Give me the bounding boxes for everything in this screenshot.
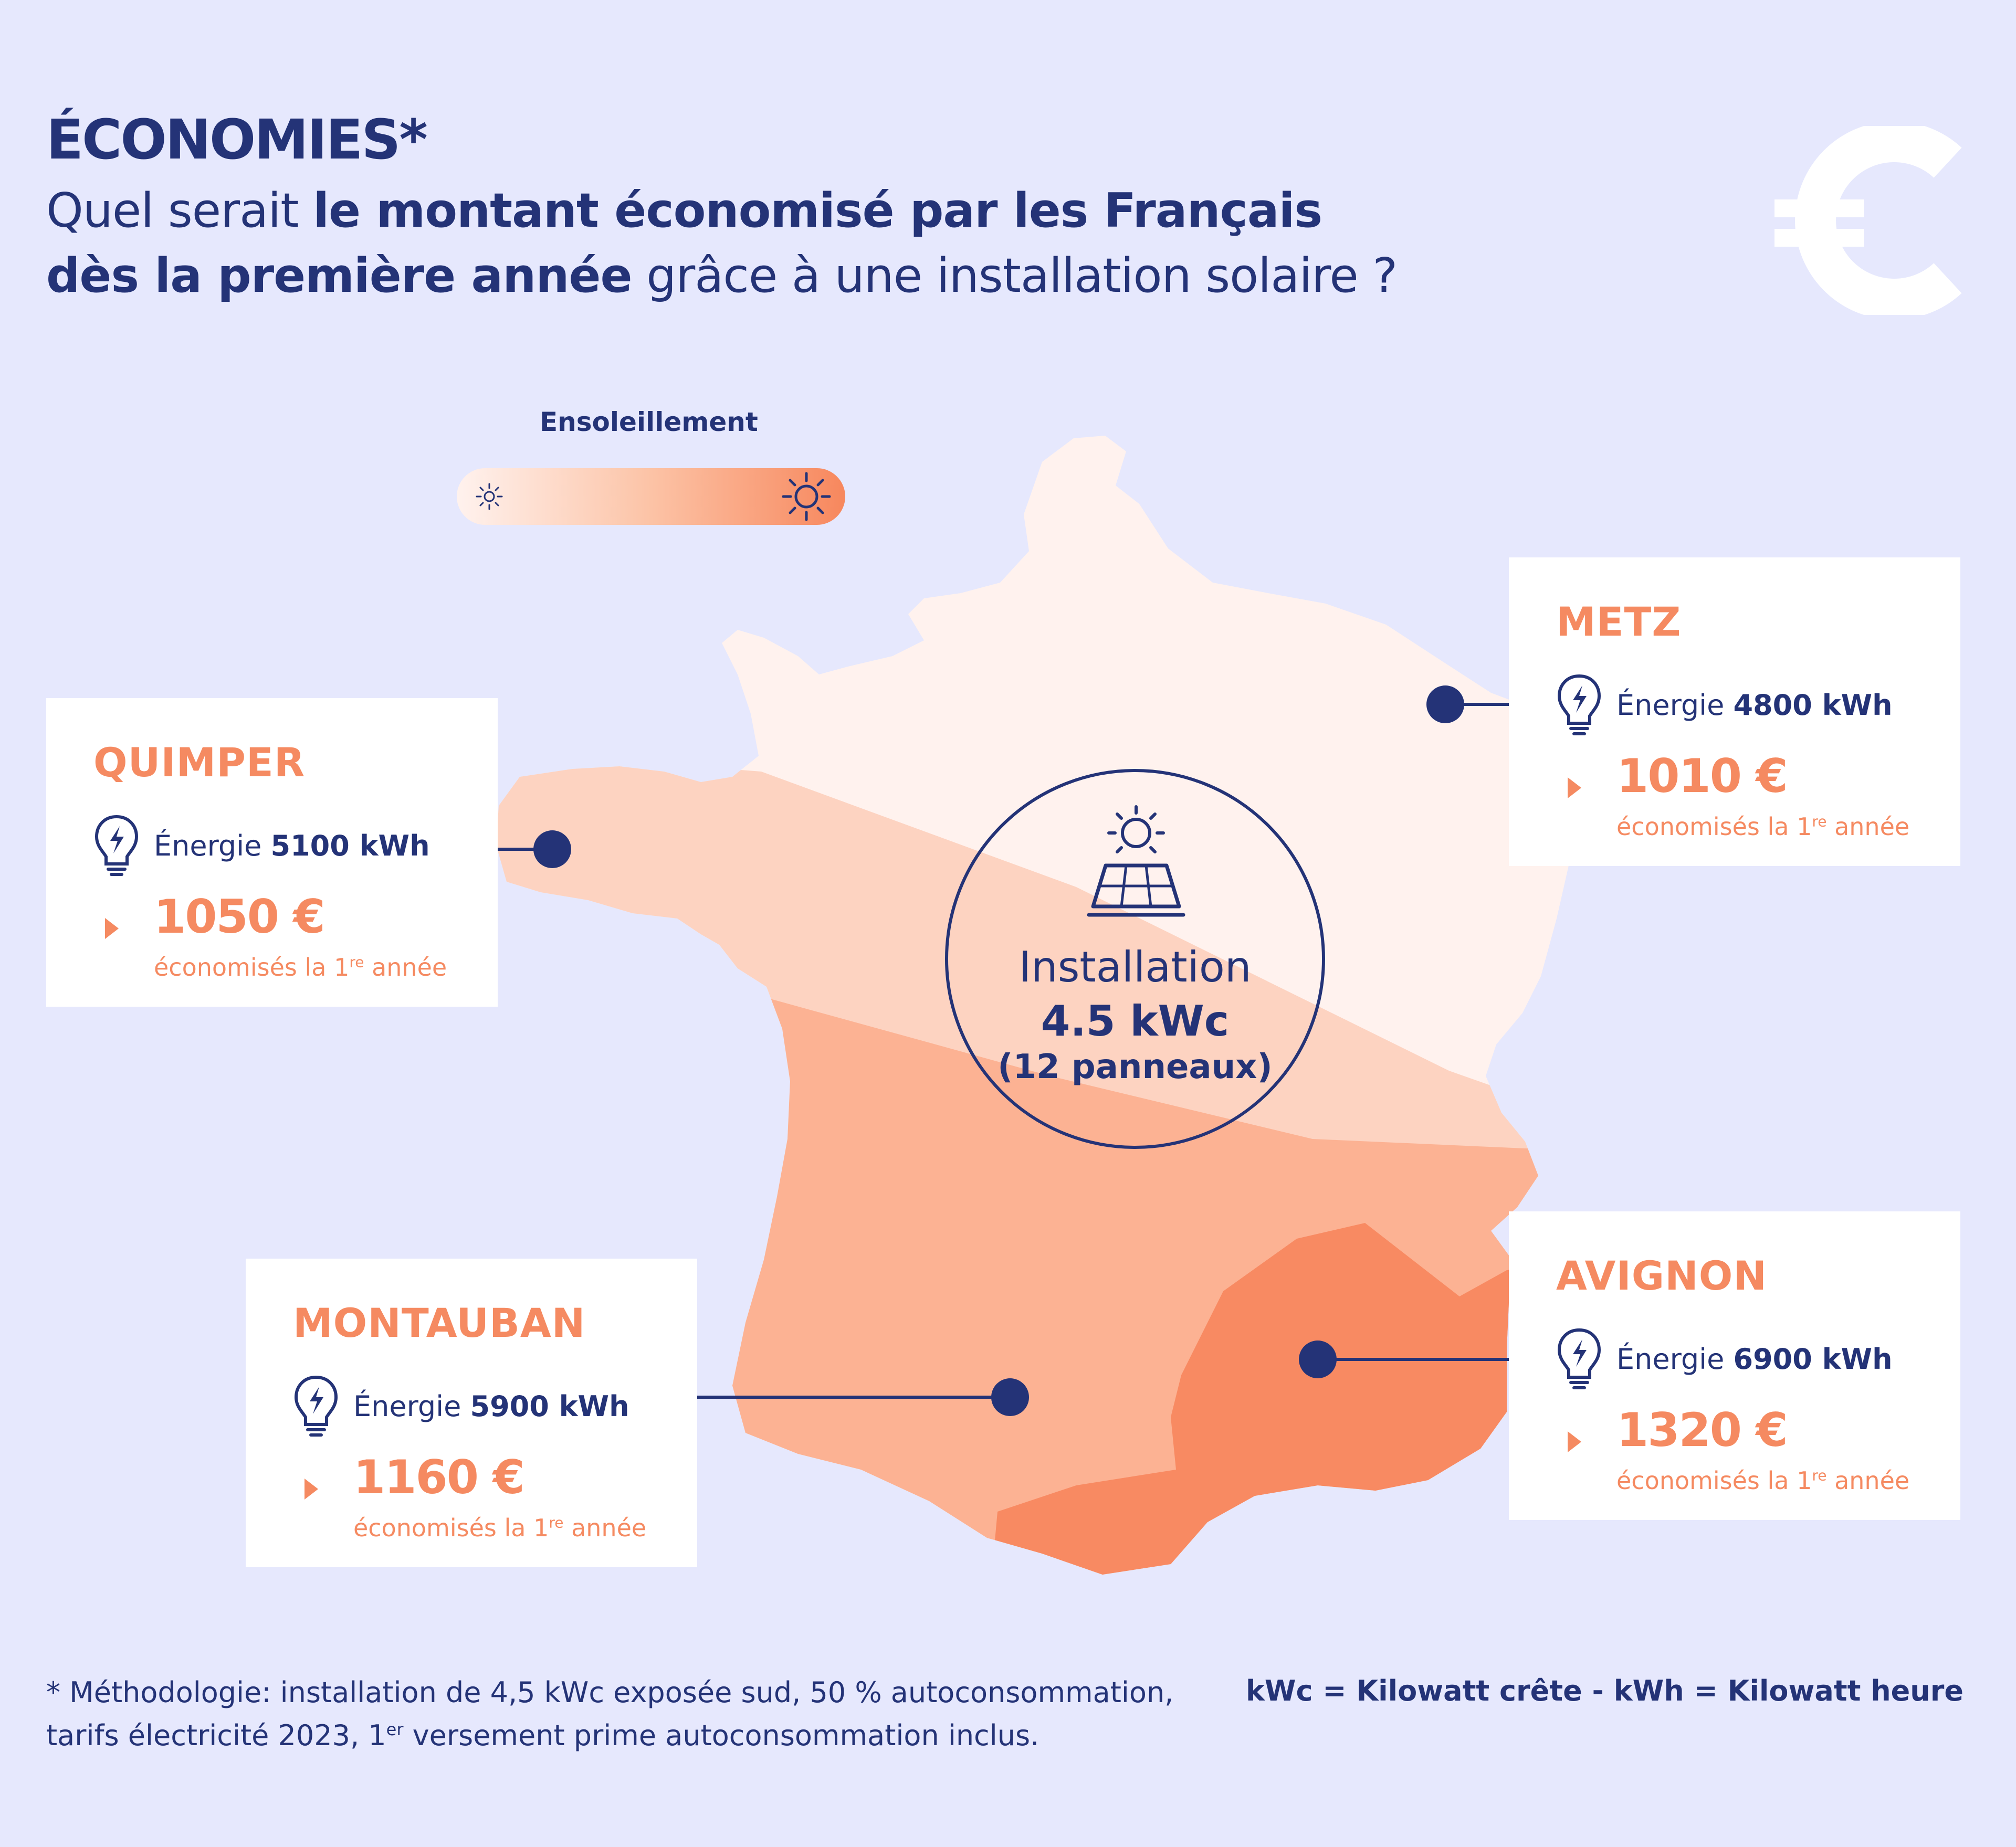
badge-line-2: 4.5 kWc [1041, 997, 1230, 1046]
savings-amount: 1010 € [1616, 749, 1788, 803]
headline-line2-normal: grâce à une installation solaire ? [632, 248, 1398, 303]
footnote-line-2a: tarifs électricité 2023, 1 [46, 1719, 386, 1752]
lightbulb-icon [1557, 674, 1601, 735]
energy-text: Énergie 5900 kWh [353, 1390, 629, 1423]
city-name: METZ [1556, 598, 1682, 645]
savings-caption-suffix: année [364, 953, 447, 981]
quimper-marker [533, 830, 571, 868]
headline-line1-bold: le montant économisé par les Français [313, 183, 1322, 238]
city-card-montauban: MONTAUBAN Énergie 5900 kWh 1160 € économ… [246, 1259, 697, 1567]
units-legend: kWc = Kilowatt crête - kWh = Kilowatt he… [1245, 1674, 1964, 1707]
city-name: QUIMPER [93, 739, 306, 786]
headline-line1-normal: Quel serait [46, 183, 313, 238]
city-name: AVIGNON [1556, 1252, 1767, 1299]
methodology-footnote: * Méthodologie: installation de 4,5 kWc … [46, 1674, 1285, 1754]
kicker-title: ÉCONOMIES* [46, 108, 428, 172]
footnote-line-2b: versement prime autoconsommation inclus. [403, 1719, 1040, 1752]
energy-text: Énergie 4800 kWh [1616, 689, 1893, 722]
lightbulb-icon [294, 1375, 338, 1437]
lightbulb-icon [94, 815, 139, 876]
lightbulb-icon [1557, 1328, 1601, 1389]
savings-caption-sup: re [1812, 812, 1827, 830]
badge-line-1: Installation [1018, 943, 1252, 991]
savings-caption-suffix: année [1826, 1466, 1910, 1495]
savings-caption-suffix: année [563, 1514, 647, 1542]
metz-marker [1426, 685, 1464, 723]
installation-badge: Installation 4.5 kWc (12 panneaux) [945, 769, 1325, 1149]
city-name: MONTAUBAN [293, 1300, 586, 1346]
energy-label: Énergie [1616, 689, 1734, 722]
savings-amount: 1050 € [154, 890, 326, 944]
city-card-metz: METZ Énergie 4800 kWh 1010 € économisés … [1509, 557, 1960, 866]
footnote-line-2-sup: er [386, 1719, 404, 1739]
arrow-icon [304, 1479, 318, 1500]
sun-icon [476, 483, 503, 510]
energy-text: Énergie 6900 kWh [1616, 1343, 1893, 1376]
savings-caption-sup: re [549, 1514, 564, 1532]
savings-caption: économisés la 1re année [1616, 1466, 1909, 1495]
savings-caption: économisés la 1re année [1616, 812, 1909, 841]
city-card-quimper: QUIMPER Énergie 5100 kWh 1050 € économis… [46, 698, 498, 1007]
savings-caption-sup: re [349, 953, 364, 971]
arrow-icon [1568, 1431, 1581, 1452]
headline: Quel serait le montant économisé par les… [46, 178, 1674, 309]
savings-amount: 1320 € [1616, 1403, 1788, 1457]
energy-value: 5100 kWh [270, 829, 430, 862]
savings-caption-text: économisés la 1 [1616, 812, 1812, 841]
savings-caption-sup: re [1812, 1466, 1827, 1484]
savings-caption: économisés la 1re année [353, 1514, 646, 1542]
montauban-marker [991, 1378, 1029, 1416]
sunshine-gradient-bar [457, 468, 845, 525]
energy-label: Énergie [1616, 1343, 1734, 1376]
sun-icon [782, 472, 831, 521]
solar-panel-icon [1087, 805, 1185, 917]
arrow-icon [1568, 777, 1581, 798]
footnote-line-1: * Méthodologie: installation de 4,5 kWc … [46, 1676, 1174, 1709]
energy-value: 5900 kWh [470, 1390, 629, 1423]
savings-caption-text: économisés la 1 [154, 953, 350, 981]
badge-line-3: (12 panneaux) [998, 1048, 1273, 1086]
energy-value: 4800 kWh [1733, 689, 1893, 722]
savings-amount: 1160 € [353, 1450, 525, 1504]
euro-icon [1774, 126, 1962, 315]
savings-caption: économisés la 1re année [154, 953, 447, 981]
energy-label: Énergie [154, 829, 271, 862]
energy-text: Énergie 5100 kWh [154, 829, 430, 862]
arrow-icon [105, 918, 119, 939]
avignon-marker [1299, 1341, 1337, 1378]
savings-caption-text: économisés la 1 [1616, 1466, 1812, 1495]
savings-caption-text: économisés la 1 [353, 1514, 549, 1542]
headline-line2-bold: dès la première année [46, 248, 633, 303]
city-card-avignon: AVIGNON Énergie 6900 kWh 1320 € économis… [1509, 1211, 1960, 1520]
savings-caption-suffix: année [1826, 812, 1910, 841]
energy-label: Énergie [353, 1390, 470, 1423]
energy-value: 6900 kWh [1733, 1343, 1893, 1376]
legend-title: Ensoleillement [540, 407, 758, 437]
